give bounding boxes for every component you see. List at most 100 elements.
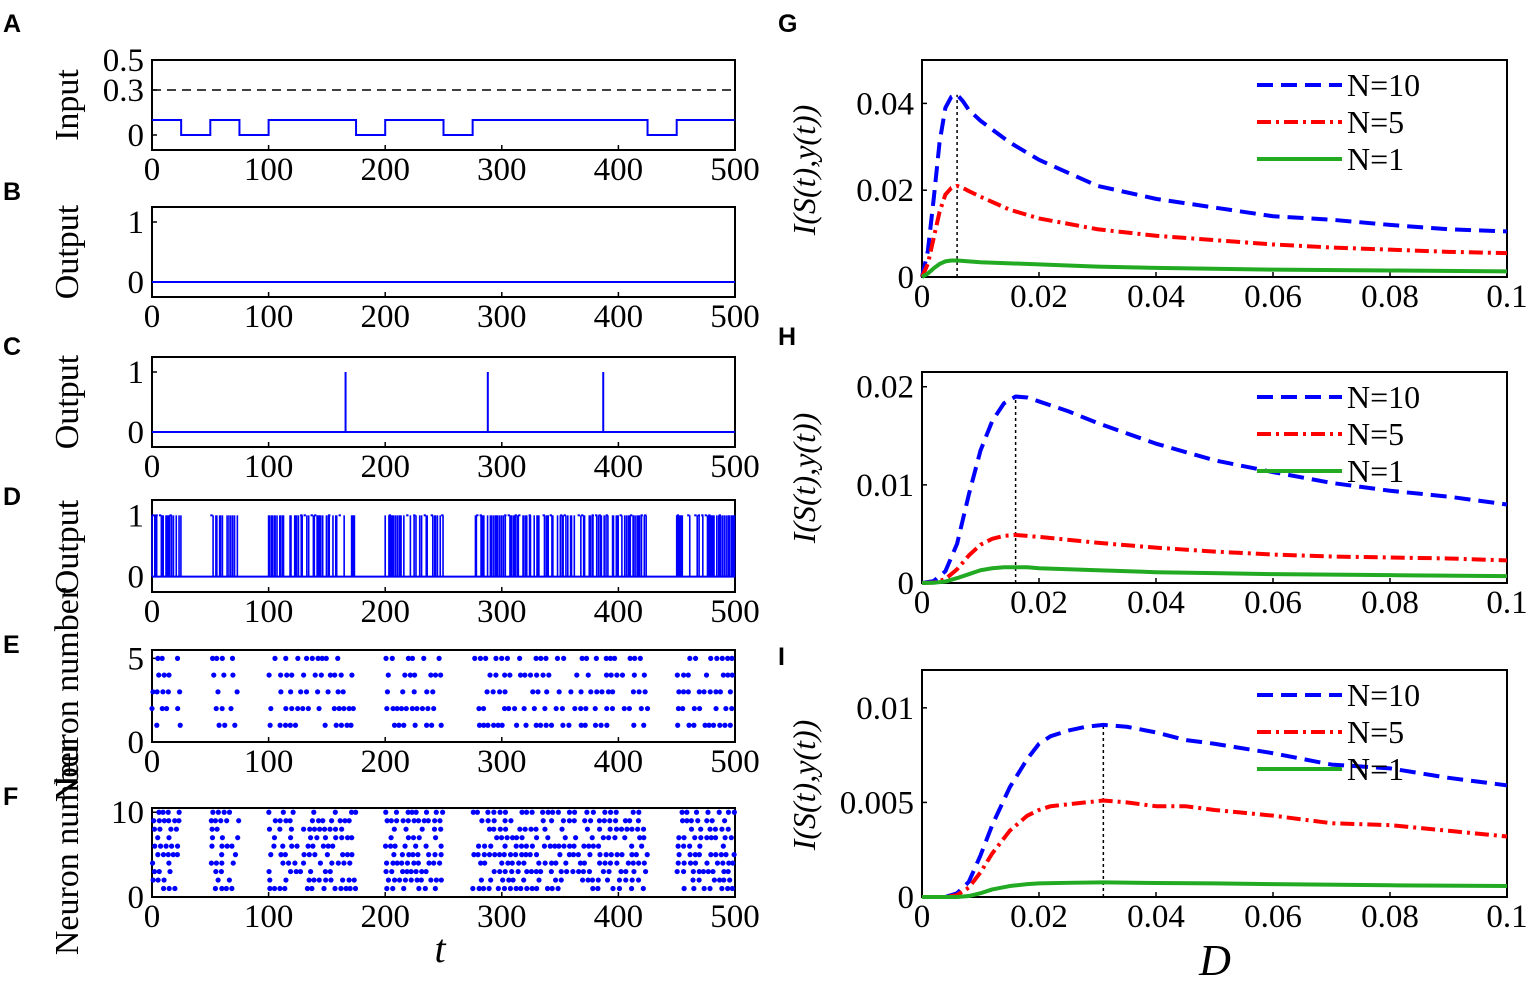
raster-spike bbox=[167, 868, 173, 875]
raster-spike bbox=[614, 860, 620, 866]
raster-spike bbox=[476, 705, 482, 712]
x-tick-label: 100 bbox=[244, 449, 294, 485]
raster-spike bbox=[675, 722, 681, 728]
raster-spike bbox=[312, 852, 318, 858]
raster-spike bbox=[471, 852, 477, 858]
panel-label-g: G bbox=[778, 10, 797, 38]
raster-spike bbox=[607, 860, 614, 866]
raster-spike bbox=[530, 689, 536, 695]
series-line-n-5 bbox=[922, 798, 1508, 899]
plot-frame bbox=[151, 206, 736, 298]
raster-spike bbox=[523, 843, 529, 849]
raster-spike bbox=[349, 852, 355, 858]
raster-spike bbox=[413, 868, 419, 875]
raster-spike bbox=[226, 809, 233, 815]
raster-spike bbox=[506, 877, 512, 883]
raster-spike bbox=[511, 705, 518, 712]
raster-spike bbox=[606, 868, 612, 875]
raster-spike bbox=[593, 655, 599, 661]
raster-spike bbox=[721, 877, 727, 883]
raster-spike bbox=[424, 689, 430, 695]
raster-spike bbox=[383, 809, 389, 815]
raster-spike bbox=[418, 877, 424, 883]
raster-spike bbox=[177, 689, 183, 695]
right-x-axis-label: D bbox=[1198, 936, 1231, 985]
series-line-n-10 bbox=[922, 722, 1508, 899]
raster-spike bbox=[155, 877, 161, 883]
raster-spike bbox=[216, 722, 222, 728]
raster-spike bbox=[540, 818, 546, 824]
raster-spike bbox=[717, 722, 723, 728]
raster-spike bbox=[278, 689, 284, 695]
raster-spike bbox=[637, 655, 643, 661]
raster-spike bbox=[165, 809, 171, 815]
raster-spike bbox=[419, 826, 425, 832]
raster-spike bbox=[685, 672, 691, 678]
raster-spike bbox=[561, 655, 567, 661]
raster-spike bbox=[589, 835, 595, 841]
raster-spike bbox=[332, 672, 338, 678]
raster-spike bbox=[340, 689, 346, 695]
raster-spike bbox=[625, 860, 631, 866]
raster-spike bbox=[309, 818, 316, 824]
raster-spike bbox=[292, 722, 299, 728]
raster-spike bbox=[440, 809, 446, 815]
raster-spike bbox=[623, 868, 629, 875]
raster-spike bbox=[524, 868, 530, 875]
x-tick-label: 300 bbox=[477, 899, 527, 935]
raster-spike bbox=[159, 655, 165, 661]
raster-spike bbox=[493, 672, 499, 678]
raster-spike bbox=[690, 868, 696, 875]
legend-label: N=10 bbox=[1347, 379, 1420, 415]
raster-spike bbox=[631, 722, 637, 728]
raster-spike bbox=[423, 722, 430, 728]
raster-spike bbox=[571, 818, 577, 824]
y-tick-label: 0 bbox=[128, 880, 145, 916]
legend-label: N=5 bbox=[1347, 714, 1404, 750]
raster-spike bbox=[681, 843, 687, 849]
raster-spike bbox=[421, 818, 427, 824]
raster-spike bbox=[209, 843, 215, 849]
raster-spike bbox=[476, 885, 482, 892]
raster-spike bbox=[725, 868, 731, 875]
raster-spike bbox=[622, 818, 629, 824]
raster-spike bbox=[529, 843, 535, 849]
raster-spike bbox=[332, 826, 339, 832]
raster-spike bbox=[493, 655, 499, 661]
legend-label: N=10 bbox=[1347, 67, 1420, 103]
raster-spike bbox=[339, 835, 345, 841]
raster-spike bbox=[405, 818, 411, 824]
raster-spike bbox=[590, 843, 596, 849]
raster-spike bbox=[725, 826, 731, 832]
y-tick-label: 0 bbox=[128, 560, 145, 596]
raster-spike bbox=[160, 852, 167, 858]
raster-spike bbox=[691, 705, 697, 712]
raster-spike bbox=[712, 826, 718, 832]
raster-spike bbox=[600, 835, 606, 841]
raster-spike bbox=[168, 826, 174, 832]
plot-frame bbox=[921, 371, 1508, 584]
raster-spike bbox=[429, 722, 435, 728]
raster-spike bbox=[391, 852, 397, 858]
raster-spike bbox=[691, 885, 697, 892]
raster-spike bbox=[316, 877, 322, 883]
raster-spike bbox=[513, 885, 519, 892]
raster-spike bbox=[384, 885, 390, 892]
raster-spike bbox=[508, 818, 514, 824]
raster-spike bbox=[502, 818, 508, 824]
raster-spike bbox=[268, 852, 274, 858]
raster-spike bbox=[330, 843, 336, 849]
raster-spike bbox=[221, 809, 227, 815]
raster-spike bbox=[293, 868, 299, 875]
raster-spike bbox=[731, 809, 737, 815]
raster-spike bbox=[521, 877, 527, 883]
raster-spike bbox=[340, 852, 346, 858]
raster-spike bbox=[624, 826, 630, 832]
raster-spike bbox=[423, 843, 429, 849]
raster-spike bbox=[571, 843, 577, 849]
raster-spike bbox=[491, 722, 497, 728]
x-tick-label: 0.06 bbox=[1244, 279, 1302, 315]
x-tick-label: 0 bbox=[914, 899, 931, 935]
raster-spike bbox=[603, 852, 609, 858]
x-tick-label: 0.1 bbox=[1486, 279, 1527, 315]
